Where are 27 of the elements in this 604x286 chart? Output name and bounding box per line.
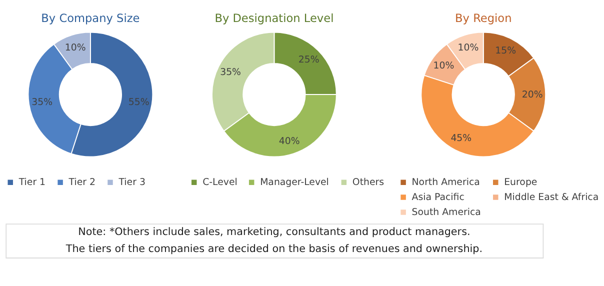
legend-label: Tier 3: [118, 177, 146, 188]
legend-label: Others: [352, 177, 384, 188]
legend-label: Manager-Level: [260, 177, 329, 188]
data-label: 35%: [220, 67, 242, 78]
data-label: 10%: [64, 42, 86, 54]
data-label: 35%: [32, 97, 53, 108]
legend-label: Tier 1: [18, 177, 46, 188]
chart-title: By Designation Level: [214, 12, 334, 25]
chart-title: By Company Size: [41, 12, 140, 25]
data-label: 40%: [278, 136, 300, 147]
legend-label: Europe: [504, 177, 538, 188]
legend-label: Asia Pacific: [412, 192, 464, 204]
legend-label: North America: [412, 177, 480, 188]
data-label: 10%: [458, 42, 479, 54]
legend-label: Middle East & Africa: [504, 192, 599, 204]
data-label: 45%: [450, 132, 472, 144]
data-label: 20%: [522, 89, 543, 100]
text: Note: *Others include sales, marketing, consultants and product managers.: [78, 226, 470, 238]
data-label: 55%: [128, 97, 150, 108]
chart-title: By Region: [455, 12, 512, 25]
data-label: 25%: [298, 54, 320, 66]
data-label: 10%: [433, 60, 454, 72]
data-label: 15%: [495, 46, 516, 57]
legend-label: Tier 2: [68, 177, 96, 188]
legend-label: South America: [412, 207, 481, 218]
text: The tiers of the companies are decided on the basis of revenues and ownership.: [64, 242, 483, 255]
legend-label: C-Level: [202, 177, 238, 188]
